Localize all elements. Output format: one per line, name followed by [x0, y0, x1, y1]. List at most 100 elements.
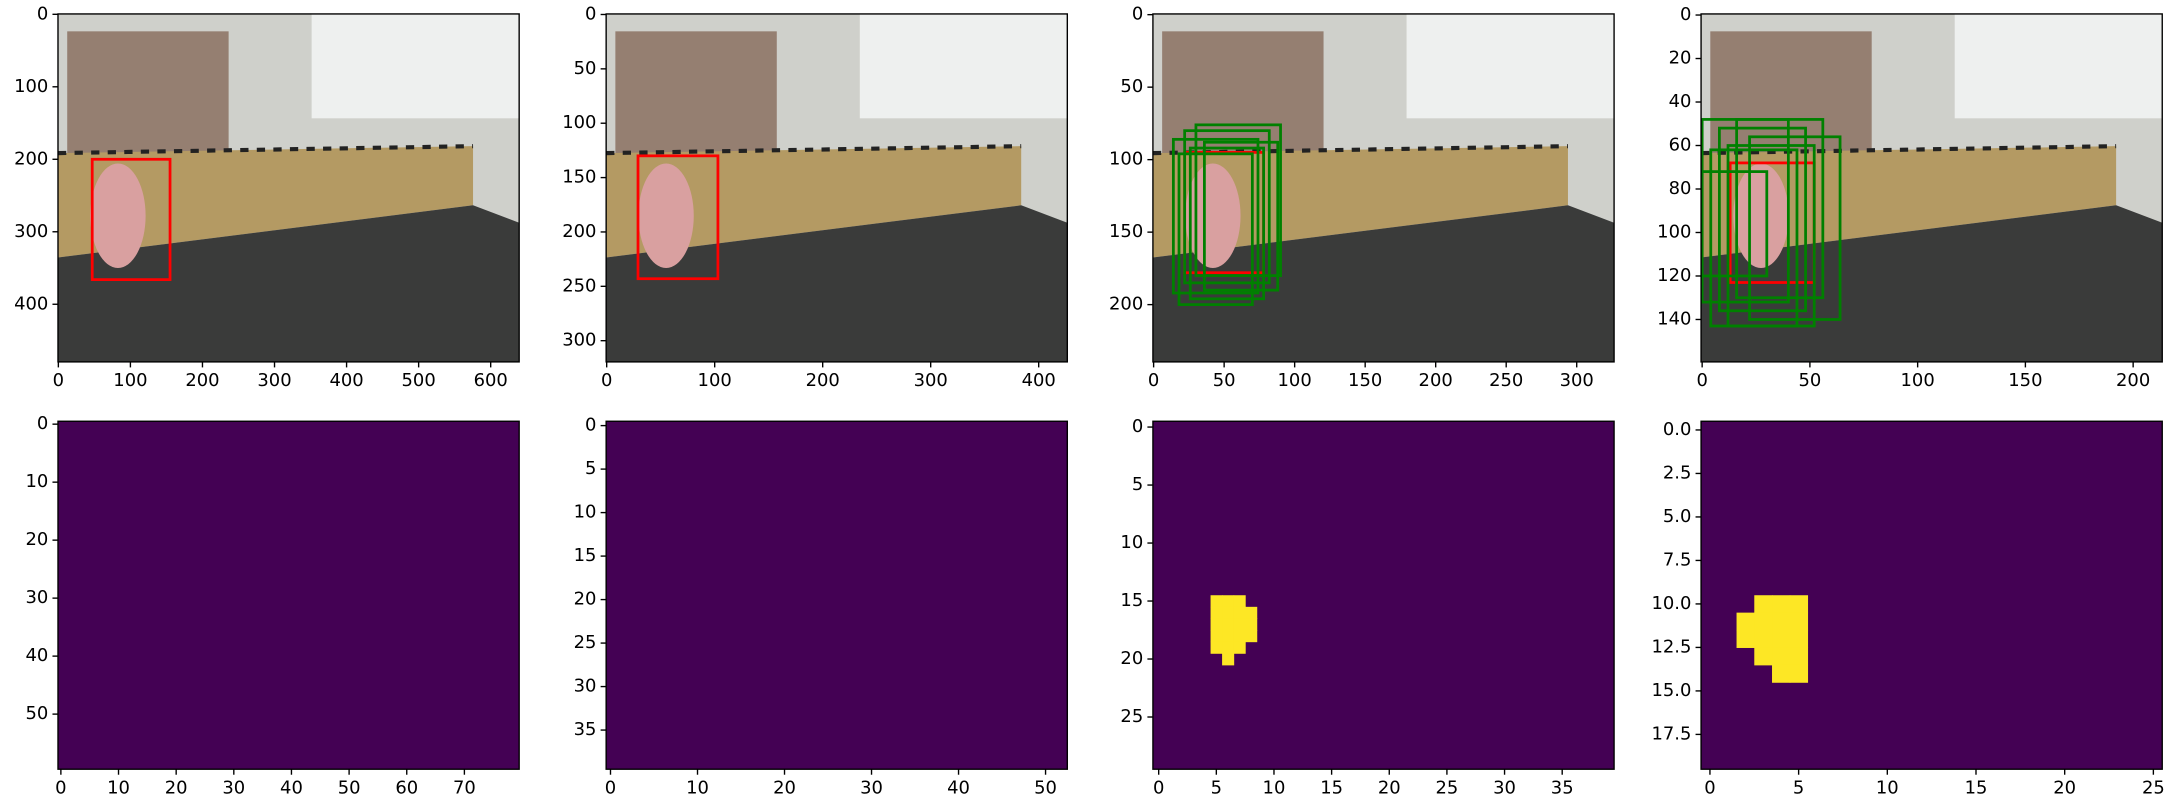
x-tick-label: 30: [222, 778, 245, 799]
x-tick-label: 15: [1965, 778, 1988, 799]
x-tick-label: 10: [1263, 778, 1286, 799]
mask-cell: [1790, 647, 1808, 665]
plot-area: [1153, 421, 1614, 769]
y-tick-label: 20: [574, 589, 597, 610]
x-tick-label: 40: [280, 778, 303, 799]
mask-cell: [1772, 613, 1790, 631]
mask-cell: [1222, 653, 1234, 665]
y-tick-label: 200: [14, 148, 48, 169]
y-tick-label: 5.0: [1663, 506, 1692, 527]
x-tick-label: 200: [185, 370, 219, 391]
x-tick-label: 150: [1348, 370, 1382, 391]
x-tick-label: 300: [257, 370, 291, 391]
panel: 05101520250.02.55.07.510.012.515.017.5: [1651, 419, 2164, 799]
y-tick-label: 250: [562, 275, 596, 296]
mask-cell: [1234, 630, 1246, 642]
mask-cell: [1234, 607, 1246, 619]
x-tick-label: 300: [914, 370, 948, 391]
photo-doll: [638, 164, 693, 268]
y-tick-label: 12.5: [1651, 636, 1691, 657]
mask-cell: [1245, 630, 1257, 642]
y-tick-label: 200: [1109, 294, 1143, 315]
figure: 0100200300400500600010020030040001002003…: [0, 0, 2165, 808]
x-tick-label: 20: [2053, 778, 2076, 799]
mask-cell: [1754, 595, 1772, 613]
x-tick-label: 60: [395, 778, 418, 799]
photo-furniture: [67, 31, 228, 153]
y-tick-label: 30: [25, 587, 48, 608]
mask-cell: [1222, 642, 1234, 654]
x-tick-label: 50: [1798, 370, 1821, 391]
y-tick-label: 7.5: [1663, 549, 1692, 570]
x-tick-label: 200: [2116, 370, 2150, 391]
y-tick-label: 0: [585, 3, 596, 24]
y-tick-label: 120: [1657, 265, 1691, 286]
y-tick-label: 25: [574, 632, 597, 653]
y-tick-label: 15.0: [1651, 680, 1691, 701]
plot-area: [606, 421, 1067, 769]
photo-furniture: [1710, 31, 1871, 153]
y-tick-label: 0: [37, 413, 48, 434]
photo-doll: [1733, 164, 1788, 268]
heatmap-background: [606, 421, 1067, 769]
mask-cell: [1790, 613, 1808, 631]
plot-area: [1701, 14, 2162, 362]
page: {"chart_data": [ {"type": "image", "xlim…: [0, 0, 2165, 808]
mask-cell: [1772, 630, 1790, 648]
mask-cell: [1737, 613, 1755, 631]
y-tick-label: 0.0: [1663, 419, 1692, 440]
photo-window: [860, 14, 1068, 118]
mask-cell: [1772, 665, 1790, 683]
y-tick-label: 0: [585, 415, 596, 436]
y-tick-label: 100: [562, 112, 596, 133]
y-tick-label: 20: [25, 529, 48, 550]
x-tick-label: 10: [686, 778, 709, 799]
photo-window: [1407, 14, 1615, 118]
y-tick-label: 35: [574, 719, 597, 740]
x-tick-label: 70: [453, 778, 476, 799]
y-tick-label: 10: [25, 471, 48, 492]
x-tick-label: 5: [1793, 778, 1804, 799]
plot-area: [58, 14, 519, 362]
y-tick-label: 25: [1120, 706, 1143, 727]
y-tick-label: 30: [574, 676, 597, 697]
x-tick-label: 0: [1148, 370, 1159, 391]
y-tick-label: 0: [1680, 4, 1691, 25]
photo-doll: [1185, 164, 1240, 268]
mask-cell: [1790, 665, 1808, 683]
x-tick-label: 0: [605, 778, 616, 799]
y-tick-label: 150: [562, 167, 596, 188]
y-tick-label: 0: [1132, 4, 1143, 25]
x-tick-label: 0: [1704, 778, 1715, 799]
x-tick-label: 10: [107, 778, 130, 799]
y-tick-label: 60: [1669, 135, 1692, 156]
x-tick-label: 20: [165, 778, 188, 799]
y-tick-label: 0: [37, 3, 48, 24]
mask-cell: [1245, 618, 1257, 630]
panel: 051015202530350510152025: [1120, 416, 1614, 798]
mask-cell: [1754, 630, 1772, 648]
mask-cell: [1790, 630, 1808, 648]
plot-area: [58, 421, 519, 769]
x-tick-label: 0: [1696, 370, 1707, 391]
plot-area: [1153, 14, 1614, 362]
y-tick-label: 0: [1132, 416, 1143, 437]
y-tick-label: 50: [1120, 76, 1143, 97]
photo-window: [312, 14, 520, 118]
x-tick-label: 25: [1435, 778, 1458, 799]
y-tick-label: 20: [1669, 48, 1692, 69]
mask-cell: [1211, 595, 1223, 607]
y-tick-label: 50: [25, 703, 48, 724]
x-tick-label: 0: [53, 370, 64, 391]
mask-cell: [1234, 595, 1246, 607]
y-tick-label: 5: [585, 458, 596, 479]
plot-area: [1701, 421, 2162, 769]
mask-cell: [1222, 595, 1234, 607]
mask-cell: [1234, 618, 1246, 630]
mask-cell: [1222, 630, 1234, 642]
y-tick-label: 50: [574, 58, 597, 79]
